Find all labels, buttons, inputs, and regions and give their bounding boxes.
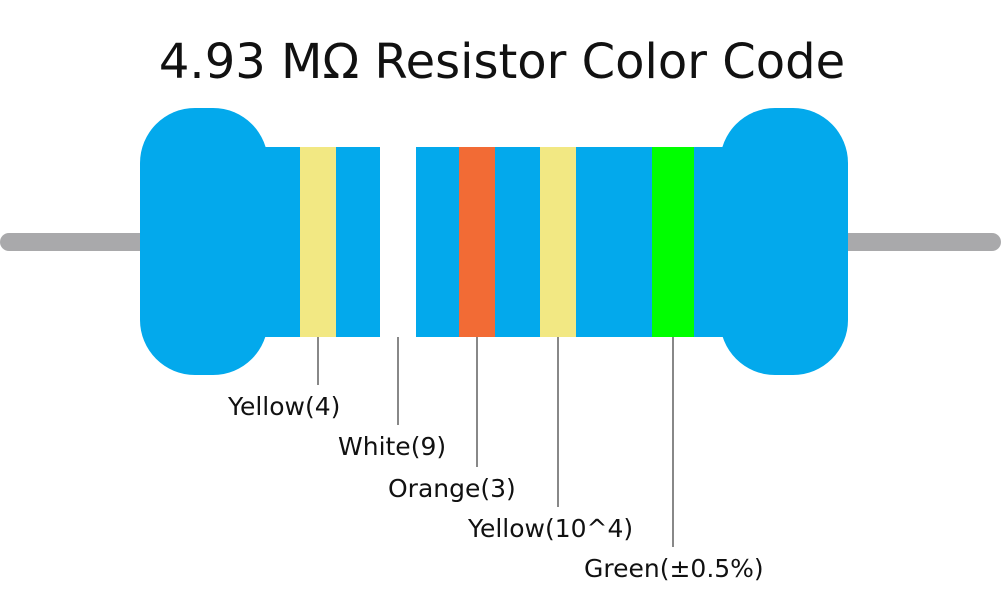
band-label: Yellow(4)	[227, 392, 340, 421]
band-label: Orange(3)	[388, 474, 516, 503]
body-end-right	[720, 108, 848, 375]
band-label: Yellow(10^4)	[467, 514, 633, 543]
bands: Yellow(4) White(9) Orange(3) Yellow(10^4) Gr…	[227, 147, 764, 583]
band	[540, 147, 576, 337]
band	[652, 147, 694, 337]
band	[300, 147, 336, 337]
band-label: White(9)	[338, 432, 446, 461]
band-label: Green(±0.5%)	[584, 554, 764, 583]
band	[380, 147, 416, 337]
body-end-left	[140, 108, 268, 375]
title: 4.93 MΩ Resistor Color Code	[159, 34, 845, 90]
band	[459, 147, 495, 337]
